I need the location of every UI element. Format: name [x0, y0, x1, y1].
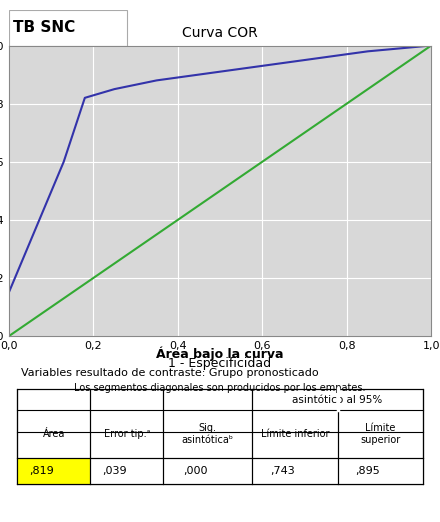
Text: Variables resultado de contraste: Grupo pronosticado: Variables resultado de contraste: Grupo …	[22, 367, 319, 378]
Text: Área bajo la curva: Área bajo la curva	[156, 347, 284, 361]
Text: Límite
superior: Límite superior	[360, 423, 400, 445]
Text: ,039: ,039	[102, 466, 127, 476]
Bar	[253, 458, 337, 484]
Text: Sig.
asintóticaᵇ: Sig. asintóticaᵇ	[182, 423, 234, 445]
Text: ,743: ,743	[270, 466, 295, 476]
Text: Área: Área	[43, 429, 65, 439]
Text: ,895: ,895	[356, 466, 380, 476]
Text: Error tip.ᵃ: Error tip.ᵃ	[103, 429, 150, 439]
Bar	[17, 458, 90, 484]
Text: ,819: ,819	[29, 466, 54, 476]
Text: Los segmentos diagonales son producidos por los empates.: Los segmentos diagonales son producidos …	[74, 383, 366, 393]
Bar	[9, 10, 127, 45]
Text: Límite inferior: Límite inferior	[261, 429, 329, 439]
Text: TB SNC: TB SNC	[13, 20, 75, 35]
Bar	[337, 458, 423, 484]
Text: ,000: ,000	[183, 466, 208, 476]
Bar	[90, 458, 163, 484]
Bar	[163, 458, 253, 484]
Text: asintótico al 95%: asintótico al 95%	[293, 395, 383, 405]
X-axis label: 1 - Especificidad: 1 - Especificidad	[169, 357, 271, 370]
Title: Curva COR: Curva COR	[182, 26, 258, 40]
Bar	[17, 389, 423, 484]
